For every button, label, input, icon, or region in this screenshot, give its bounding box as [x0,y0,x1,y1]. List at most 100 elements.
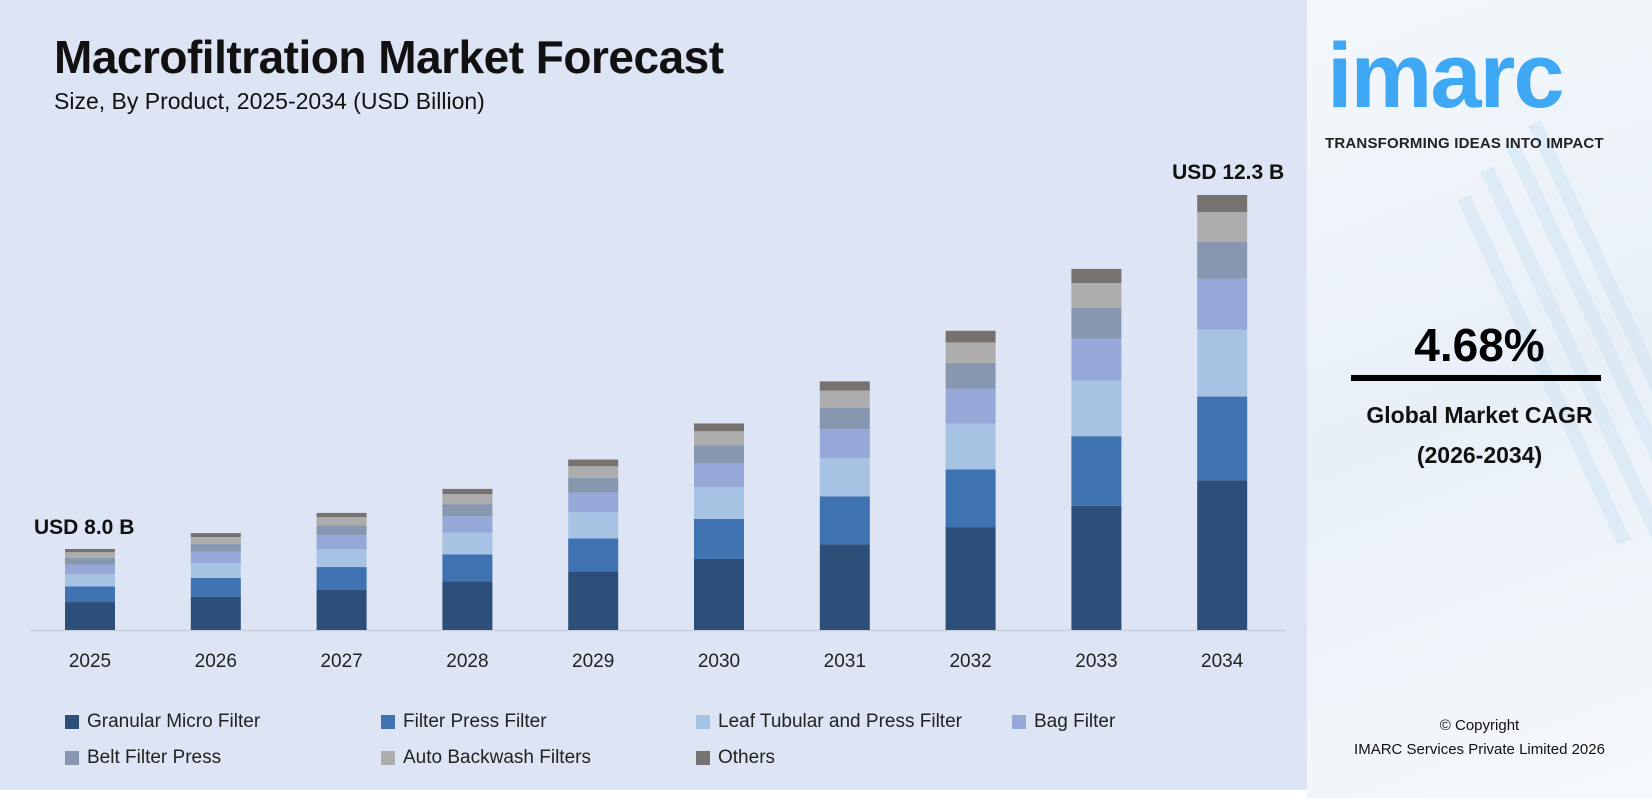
chart-panel: Macrofiltration Market Forecast Size, By… [0,0,1307,790]
legend-item: Belt Filter Press [65,747,221,769]
bar-segment-filter-press-filter-2034 [1197,396,1248,481]
bar-segment-filter-press-filter-2025 [65,586,115,603]
x-tick-label: 2028 [446,651,488,672]
bar-segment-bag-filter-2030 [694,463,744,488]
cagr-label: Global Market CAGR [1366,402,1593,428]
legend-label: Bag Filter [1034,711,1116,732]
bar-segment-leaf-tubular-and-press-filter-2030 [694,487,744,519]
logo-tagline: TRANSFORMING IDEAS INTO IMPACT [1325,135,1604,152]
legend-label: Filter Press Filter [403,711,547,732]
x-tick-label: 2032 [949,651,991,672]
bar-segment-auto-backwash-filters-2027 [316,517,367,526]
legend-item: Leaf Tubular and Press Filter [696,711,962,733]
legend-item: Bag Filter [1012,711,1115,733]
bar-segment-bag-filter-2029 [568,492,619,513]
bar-segment-auto-backwash-filters-2032 [945,342,996,363]
cagr-period: (2026-2034) [1416,442,1543,468]
x-tick-label: 2025 [69,651,111,672]
bar-segment-belt-filter-press-2030 [694,445,744,464]
x-tick-label: 2030 [698,651,740,672]
bar-segment-belt-filter-press-2034 [1197,242,1248,279]
bar-segment-granular-micro-filter-2033 [1071,505,1122,630]
legend-item: Filter Press Filter [381,711,547,733]
bar-segment-others-2028 [442,488,493,495]
bar-segment-filter-press-filter-2033 [1071,436,1122,506]
bar-segment-leaf-tubular-and-press-filter-2026 [190,563,241,579]
bar-segment-filter-press-filter-2026 [190,578,241,597]
bar-segment-bag-filter-2034 [1197,278,1248,330]
bar-segment-auto-backwash-filters-2026 [190,536,241,544]
bar-segment-leaf-tubular-and-press-filter-2029 [568,512,619,539]
bar-segment-filter-press-filter-2032 [945,469,996,528]
copyright: © Copyright [1439,717,1520,734]
info-panel: imarc TRANSFORMING IDEAS INTO IMPACT 4.6… [1307,0,1652,798]
bar-segment-filter-press-filter-2031 [819,496,870,545]
bar-segment-bag-filter-2027 [316,535,367,550]
legend-swatch [696,715,710,729]
bar-segment-auto-backwash-filters-2025 [65,552,115,558]
legend-item: Others [696,747,775,769]
bar-segment-belt-filter-press-2032 [945,362,996,389]
bar-segment-belt-filter-press-2031 [819,407,870,430]
bar-segment-bag-filter-2025 [65,564,115,575]
bar-segment-others-2026 [190,533,241,537]
legend-swatch [1012,715,1026,729]
bar-segment-others-2032 [945,330,996,343]
bar-segment-auto-backwash-filters-2034 [1197,211,1248,243]
bar-segment-granular-micro-filter-2026 [190,596,241,630]
legend-label: Granular Micro Filter [87,711,261,732]
bar-segment-granular-micro-filter-2029 [568,571,619,630]
bar-segment-belt-filter-press-2033 [1071,307,1122,339]
bar-segment-leaf-tubular-and-press-filter-2025 [65,574,115,587]
bar-segment-leaf-tubular-and-press-filter-2033 [1071,380,1122,437]
value-annotation: USD 12.3 B [1172,161,1284,184]
bar-segment-granular-micro-filter-2028 [442,581,493,630]
bar-segment-others-2027 [316,512,367,518]
bar-segment-others-2025 [65,549,115,553]
bar-segment-filter-press-filter-2030 [694,518,744,559]
bar-segment-auto-backwash-filters-2031 [819,390,870,408]
bar-segment-leaf-tubular-and-press-filter-2032 [945,423,996,470]
bar-segment-belt-filter-press-2028 [442,504,493,517]
imarc-logo: imarc [1327,25,1564,127]
stacked-bar-chart: 2025 2026 2027 2028 2029 2030 2031 2032 2033 2034… [30,161,1286,672]
bar-segment-bag-filter-2032 [945,388,996,424]
bar-segment-granular-micro-filter-2032 [945,527,996,630]
divider [1351,375,1601,381]
chart-title: Macrofiltration Market Forecast [54,31,724,83]
x-tick-label: 2033 [1075,651,1117,672]
bar-segment-bag-filter-2026 [190,551,241,564]
legend-swatch [696,751,710,765]
legend-item: Granular Micro Filter [65,711,260,733]
bar-segment-belt-filter-press-2025 [65,557,115,565]
legend-swatch [65,751,79,765]
bar-segment-filter-press-filter-2029 [568,538,619,572]
bar-segment-auto-backwash-filters-2028 [442,494,493,505]
bar-segment-leaf-tubular-and-press-filter-2028 [442,532,493,555]
bar-segment-others-2033 [1071,268,1122,284]
bar-segment-granular-micro-filter-2031 [819,544,870,630]
bar-segment-leaf-tubular-and-press-filter-2031 [819,458,870,497]
bar-segment-filter-press-filter-2028 [442,554,493,582]
copyright-owner: IMARC Services Private Limited 2026 [1354,741,1605,758]
legend-swatch [381,751,395,765]
bar-segment-leaf-tubular-and-press-filter-2034 [1197,329,1248,397]
bar-segment-belt-filter-press-2027 [316,525,367,536]
bar-segment-filter-press-filter-2027 [316,567,367,590]
bar-segment-bag-filter-2028 [442,516,493,533]
bar-segment-others-2029 [568,459,619,467]
bar-segment-leaf-tubular-and-press-filter-2027 [316,549,367,568]
cagr-value: 4.68% [1414,319,1545,371]
bar-segment-others-2034 [1197,195,1248,212]
bar-segment-others-2030 [694,423,744,432]
x-tick-label: 2027 [320,651,362,672]
bar-segment-auto-backwash-filters-2033 [1071,283,1122,308]
legend-swatch [65,715,79,729]
x-tick-label: 2029 [572,651,614,672]
legend-label: Auto Backwash Filters [403,747,591,768]
bar-segment-others-2031 [819,381,870,391]
x-tick-label: 2026 [195,651,237,672]
bar-segment-auto-backwash-filters-2030 [694,431,744,446]
bar-segment-granular-micro-filter-2027 [316,589,367,630]
bar-segment-bag-filter-2031 [819,429,870,459]
